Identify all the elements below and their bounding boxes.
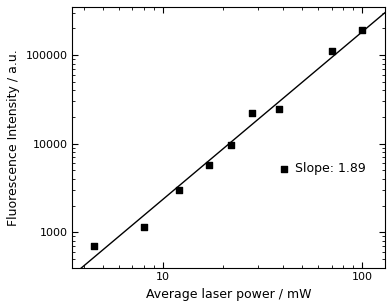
Y-axis label: Fluorescence Intensity / a.u.: Fluorescence Intensity / a.u. bbox=[7, 49, 20, 226]
X-axis label: Average laser power / mW: Average laser power / mW bbox=[146, 288, 312, 301]
Slope: 1.89: (28, 2.2e+04): 1.89: (28, 2.2e+04) bbox=[249, 111, 255, 116]
Slope: 1.89: (17, 5.8e+03): 1.89: (17, 5.8e+03) bbox=[206, 162, 212, 167]
Slope: 1.89: (12, 3e+03): 1.89: (12, 3e+03) bbox=[176, 188, 182, 192]
Legend: Slope: 1.89: Slope: 1.89 bbox=[275, 158, 369, 179]
Slope: 1.89: (38, 2.5e+04): 1.89: (38, 2.5e+04) bbox=[276, 106, 282, 111]
Slope: 1.89: (100, 1.9e+05): 1.89: (100, 1.9e+05) bbox=[359, 28, 365, 33]
Slope: 1.89: (8, 1.15e+03): 1.89: (8, 1.15e+03) bbox=[141, 225, 147, 229]
Slope: 1.89: (22, 9.8e+03): 1.89: (22, 9.8e+03) bbox=[228, 142, 234, 147]
Slope: 1.89: (4.5, 700): 1.89: (4.5, 700) bbox=[91, 244, 97, 249]
Slope: 1.89: (70, 1.1e+05): 1.89: (70, 1.1e+05) bbox=[328, 49, 335, 54]
